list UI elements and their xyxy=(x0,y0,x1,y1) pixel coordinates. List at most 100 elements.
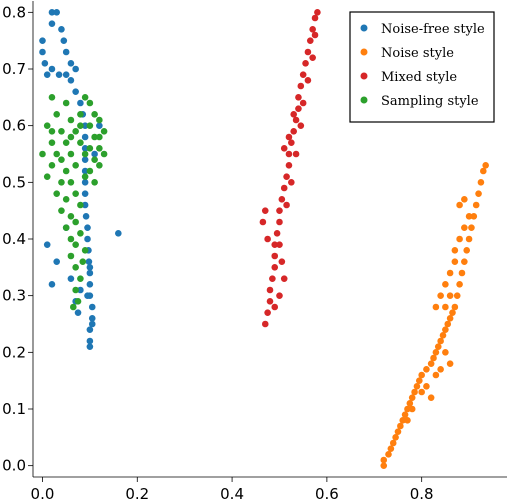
scatter-point xyxy=(72,65,79,73)
scatter-point xyxy=(58,26,65,33)
scatter-point xyxy=(43,173,51,180)
scatter-point xyxy=(86,269,94,277)
scatter-point xyxy=(72,241,79,248)
legend: Noise-free style Noise style Mixed style Sa… xyxy=(349,11,495,123)
series-noise-free-style xyxy=(39,9,122,350)
scatter-point xyxy=(276,241,283,248)
scatter-point xyxy=(67,275,75,282)
scatter-point xyxy=(437,366,444,373)
scatter-point xyxy=(86,167,94,175)
scatter-point xyxy=(280,184,288,192)
scatter-point xyxy=(67,252,75,260)
scatter-point xyxy=(451,247,459,254)
scatter-point xyxy=(67,179,75,186)
scatter-point xyxy=(77,111,84,118)
scatter-point xyxy=(96,116,103,124)
scatter-point xyxy=(264,309,271,316)
scatter-point xyxy=(77,230,84,237)
scatter-point xyxy=(280,145,288,152)
scatter-point xyxy=(72,128,79,135)
scatter-point xyxy=(39,48,46,56)
scatter-point xyxy=(88,320,96,328)
scatter-point xyxy=(278,258,286,265)
scatter-point xyxy=(451,258,459,265)
scatter-point xyxy=(81,173,89,180)
scatter-point xyxy=(309,26,316,33)
scatter-point xyxy=(91,111,98,118)
scatter-point xyxy=(261,207,269,214)
scatter-point xyxy=(397,422,404,430)
scatter-point xyxy=(456,201,463,209)
scatter-point xyxy=(58,156,65,163)
scatter-point xyxy=(461,196,468,203)
scatter-point xyxy=(453,292,461,299)
y-tick-label: 0.8 xyxy=(2,3,26,21)
scatter-point xyxy=(394,428,402,435)
x-tick-label: 0.6 xyxy=(315,485,339,503)
scatter-point xyxy=(261,320,269,328)
scatter-point xyxy=(276,218,283,226)
data-points xyxy=(39,9,489,469)
scatter-point xyxy=(446,292,454,299)
scatter-point xyxy=(442,326,449,333)
scatter-point xyxy=(48,65,56,73)
scatter-point xyxy=(297,122,305,129)
scatter-point xyxy=(264,235,271,243)
scatter-point xyxy=(81,133,89,141)
scatter-point xyxy=(48,128,56,135)
scatter-point xyxy=(53,258,60,265)
scatter-point xyxy=(86,99,94,107)
scatter-point xyxy=(446,315,454,322)
scatter-point xyxy=(48,9,56,16)
scatter-point xyxy=(72,88,79,95)
scatter-point xyxy=(77,201,84,209)
scatter-point xyxy=(385,451,392,458)
scatter-point xyxy=(411,388,418,396)
scatter-point xyxy=(283,201,290,209)
scatter-point xyxy=(430,354,437,362)
scatter-point xyxy=(276,292,283,299)
x-tick-label: 0.4 xyxy=(220,485,244,503)
scatter-point xyxy=(437,337,444,345)
scatter-point xyxy=(69,303,77,311)
scatter-point xyxy=(43,241,51,248)
scatter-point xyxy=(290,111,298,118)
scatter-point xyxy=(456,235,463,243)
scatter-point xyxy=(72,162,79,169)
scatter-point xyxy=(77,99,84,107)
scatter-point xyxy=(302,60,309,67)
scatter-point xyxy=(309,54,316,61)
y-tick-label: 0.6 xyxy=(2,117,26,135)
legend-items: Noise-free style Noise style Mixed style Sa… xyxy=(360,22,485,109)
scatter-point xyxy=(91,156,98,163)
legend-label: Noise-free style xyxy=(381,22,485,37)
legend-box xyxy=(349,11,495,123)
scatter-point xyxy=(81,201,89,209)
scatter-point xyxy=(418,388,425,396)
scatter-point xyxy=(86,326,94,333)
scatter-point xyxy=(299,99,307,107)
scatter-point xyxy=(58,128,65,135)
scatter-point xyxy=(86,281,94,288)
scatter-point xyxy=(67,213,75,220)
scatter-point xyxy=(67,235,75,243)
scatter-point xyxy=(427,360,435,367)
scatter-point xyxy=(423,383,430,390)
scatter-point xyxy=(389,439,397,447)
scatter-point xyxy=(86,122,94,129)
series-sampling-style xyxy=(39,94,108,311)
scatter-point xyxy=(304,77,312,84)
scatter-point xyxy=(86,145,94,152)
scatter-point xyxy=(271,303,279,311)
scatter-point xyxy=(423,366,430,373)
scatter-point xyxy=(60,37,68,44)
scatter-point xyxy=(48,281,56,288)
scatter-point xyxy=(401,411,409,418)
legend-label: Mixed style xyxy=(381,70,457,85)
scatter-point xyxy=(53,190,60,197)
scatter-point xyxy=(465,235,473,243)
scatter-point xyxy=(81,179,89,186)
scatter-point xyxy=(461,258,468,265)
legend-label: Noise style xyxy=(381,46,454,61)
